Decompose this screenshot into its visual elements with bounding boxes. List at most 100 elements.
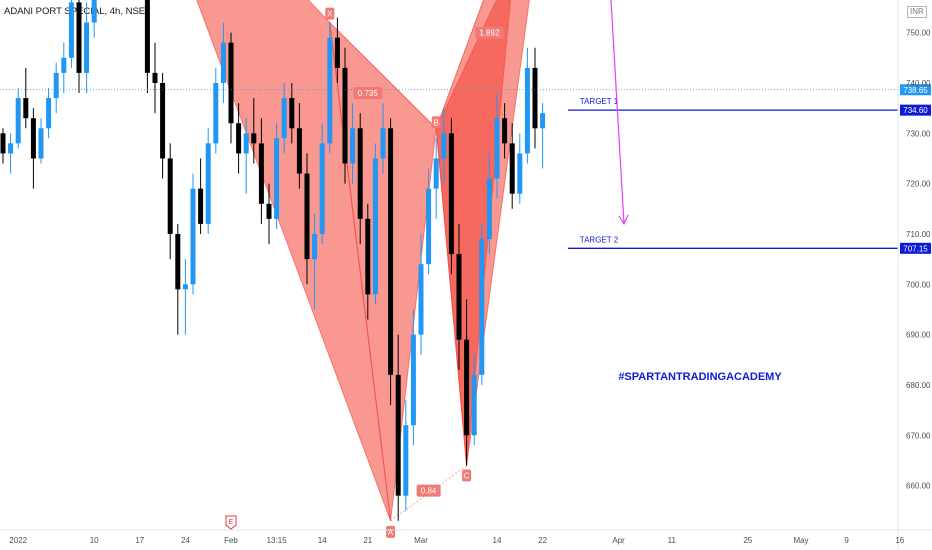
currency-badge[interactable]: INR [907, 6, 927, 18]
x-tick-label: 24 [181, 536, 190, 545]
candle-body[interactable] [448, 133, 454, 255]
candle-body[interactable] [410, 334, 416, 426]
candle-body[interactable] [357, 128, 363, 219]
watermark-annotation: #SPARTANTRADINGACADEMY [618, 371, 782, 383]
bd-connector [435, 0, 485, 129]
candle-body[interactable] [441, 133, 447, 159]
candle-body[interactable] [524, 67, 530, 154]
candle-body[interactable] [220, 42, 226, 83]
candle-body[interactable] [61, 57, 67, 73]
candle-body[interactable] [258, 143, 264, 204]
candle-body[interactable] [84, 22, 90, 73]
candle-body[interactable] [395, 374, 401, 496]
candle-body[interactable] [319, 143, 325, 234]
candle-body[interactable] [8, 143, 14, 154]
candle-body[interactable] [494, 118, 500, 179]
candle-body[interactable] [236, 123, 242, 154]
candle-body[interactable] [274, 138, 280, 219]
candle-body[interactable] [198, 188, 204, 224]
x-tick-label: 14 [318, 536, 327, 545]
candle-body[interactable] [426, 188, 432, 265]
candle-body[interactable] [342, 67, 348, 164]
x-tick-label: 14 [493, 536, 502, 545]
candle-body[interactable] [266, 203, 272, 219]
candle-body[interactable] [372, 158, 378, 295]
candle-body[interactable] [403, 425, 409, 496]
x-tick-label: 17 [135, 536, 144, 545]
candle-body[interactable] [91, 0, 97, 23]
candle-body[interactable] [160, 82, 166, 159]
x-tick-label: Mar [414, 536, 428, 545]
price-tag[interactable] [900, 242, 931, 254]
y-tick-label: 720.00 [906, 180, 931, 189]
candle-body[interactable] [251, 133, 257, 144]
price-tag[interactable] [900, 104, 931, 116]
candle-body[interactable] [334, 37, 340, 68]
price-tag-label: 734.60 [903, 106, 928, 115]
candle-body[interactable] [243, 133, 249, 154]
price-tag[interactable] [900, 84, 931, 96]
candle-body[interactable] [471, 374, 477, 436]
candle-body[interactable] [15, 98, 21, 144]
inner-x-label: X [327, 10, 333, 19]
candle-body[interactable] [190, 188, 196, 285]
x-tick-label: 21 [363, 536, 372, 545]
candle-body[interactable] [152, 72, 158, 83]
arrow-head-icon [618, 214, 629, 226]
candle-body[interactable] [456, 254, 462, 340]
candle-body[interactable] [479, 238, 485, 375]
price-tag-label: 738.65 [903, 86, 928, 95]
candle-body[interactable] [281, 98, 287, 139]
candle-body[interactable] [388, 128, 394, 375]
x-tick-label: Feb [224, 536, 238, 545]
candle-body[interactable] [304, 173, 310, 260]
inner-x-label-badge [325, 7, 335, 20]
candle-body[interactable] [30, 118, 36, 159]
candle-body[interactable] [464, 339, 470, 436]
candle-body[interactable] [213, 82, 219, 144]
candle-body[interactable] [23, 98, 29, 119]
candle-body[interactable] [502, 118, 508, 144]
candle-body[interactable] [46, 98, 52, 129]
earnings-marker-label: E [229, 519, 234, 526]
ratio-label: 1.892 [479, 29, 500, 38]
candle-body[interactable] [296, 128, 302, 174]
candle-body[interactable] [167, 158, 173, 234]
candle-body[interactable] [350, 128, 356, 164]
y-tick-label: 660.00 [906, 482, 931, 491]
x-tick-label: Apr [612, 536, 625, 545]
earnings-marker-icon[interactable] [225, 515, 237, 530]
y-tick-label: 690.00 [906, 331, 931, 340]
candle-body[interactable] [540, 113, 546, 129]
candle-body[interactable] [380, 128, 386, 159]
xb-connector [329, 22, 437, 129]
candle-body[interactable] [0, 133, 6, 154]
y-tick-label: 680.00 [906, 381, 931, 390]
candle-body[interactable] [486, 178, 492, 239]
candle-body[interactable] [76, 2, 82, 73]
candle-body[interactable] [38, 128, 44, 159]
y-tick-label: 740.00 [906, 79, 931, 88]
candle-body[interactable] [532, 67, 538, 129]
candle-body[interactable] [517, 153, 523, 194]
candle-body[interactable] [509, 143, 515, 194]
candle-body[interactable] [205, 143, 211, 224]
candle-body[interactable] [144, 0, 150, 73]
candle-body[interactable] [327, 37, 333, 144]
candle-body[interactable] [289, 98, 295, 129]
candle-body[interactable] [182, 284, 188, 290]
x-tick-label: 10 [90, 536, 99, 545]
candle-body[interactable] [433, 158, 439, 189]
candle-body[interactable] [312, 233, 318, 260]
candle-body[interactable] [365, 218, 371, 295]
chart-title: ADANI PORT SPECIAL, 4h, NSE [4, 6, 146, 17]
levels: 795.00STOP LOSS779.30777.70738.65734.60T… [0, 84, 931, 254]
candle-body[interactable] [228, 42, 234, 124]
candle-body[interactable] [53, 72, 59, 99]
x-tick-label: 2022 [9, 536, 27, 545]
candle-body[interactable] [175, 233, 181, 290]
candle-body[interactable] [418, 264, 424, 335]
candle-body[interactable] [68, 2, 74, 58]
